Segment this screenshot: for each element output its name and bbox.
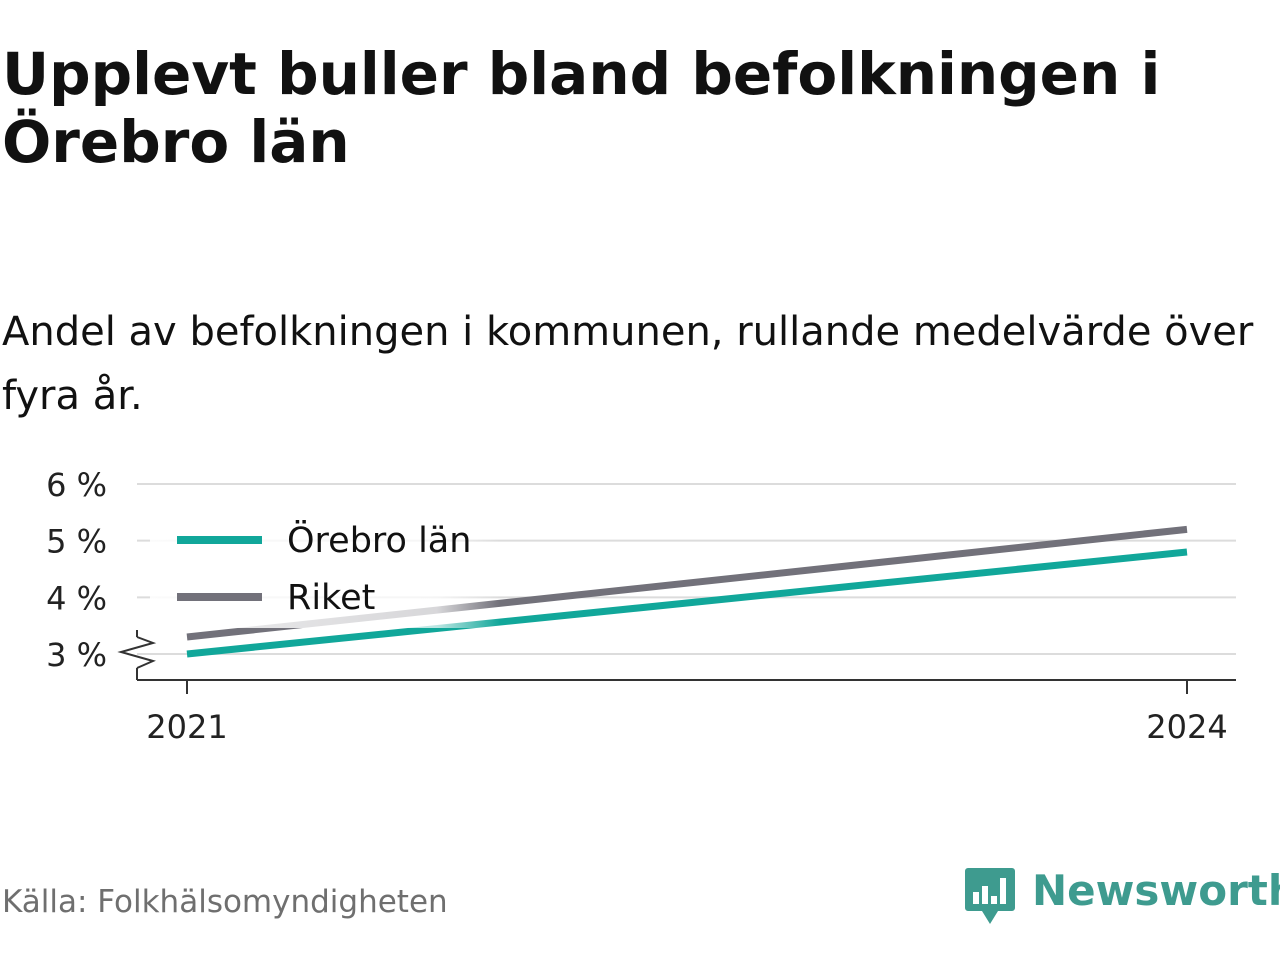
chart-subtitle: Andel av befolkningen i kommunen, rullan… (2, 309, 1254, 419)
newsworthy-logo-icon (965, 868, 1015, 924)
y-tick-label: 5 % (46, 523, 107, 561)
x-tick-label: 2024 (1146, 708, 1227, 746)
legend-backdrop (150, 514, 500, 628)
series-line-orebro (186, 548, 1188, 658)
line-chart: 3 % 4 % 5 % 6 % 2021 2024 Örebro län Riket (46, 466, 1236, 746)
legend-label: Örebro län (287, 519, 471, 561)
axis-break-icon (117, 636, 157, 669)
newsworthy-logo-text: Newsworthy (1032, 866, 1280, 915)
x-tick-label: 2021 (146, 708, 227, 746)
y-tick-label: 3 % (46, 636, 107, 674)
y-tick-label: 4 % (46, 579, 107, 617)
axes: 3 % 4 % 5 % 6 % 2021 2024 (46, 466, 1236, 746)
chart-title: Upplevt buller bland befolkningen i Öreb… (2, 40, 1161, 176)
legend: Örebro län Riket (150, 514, 500, 628)
legend-label: Riket (287, 578, 375, 618)
newsworthy-logo[interactable]: Newsworthy (964, 864, 1280, 928)
y-tick-label: 6 % (46, 466, 107, 504)
source-note: Källa: Folkhälsomyndigheten (2, 884, 448, 920)
